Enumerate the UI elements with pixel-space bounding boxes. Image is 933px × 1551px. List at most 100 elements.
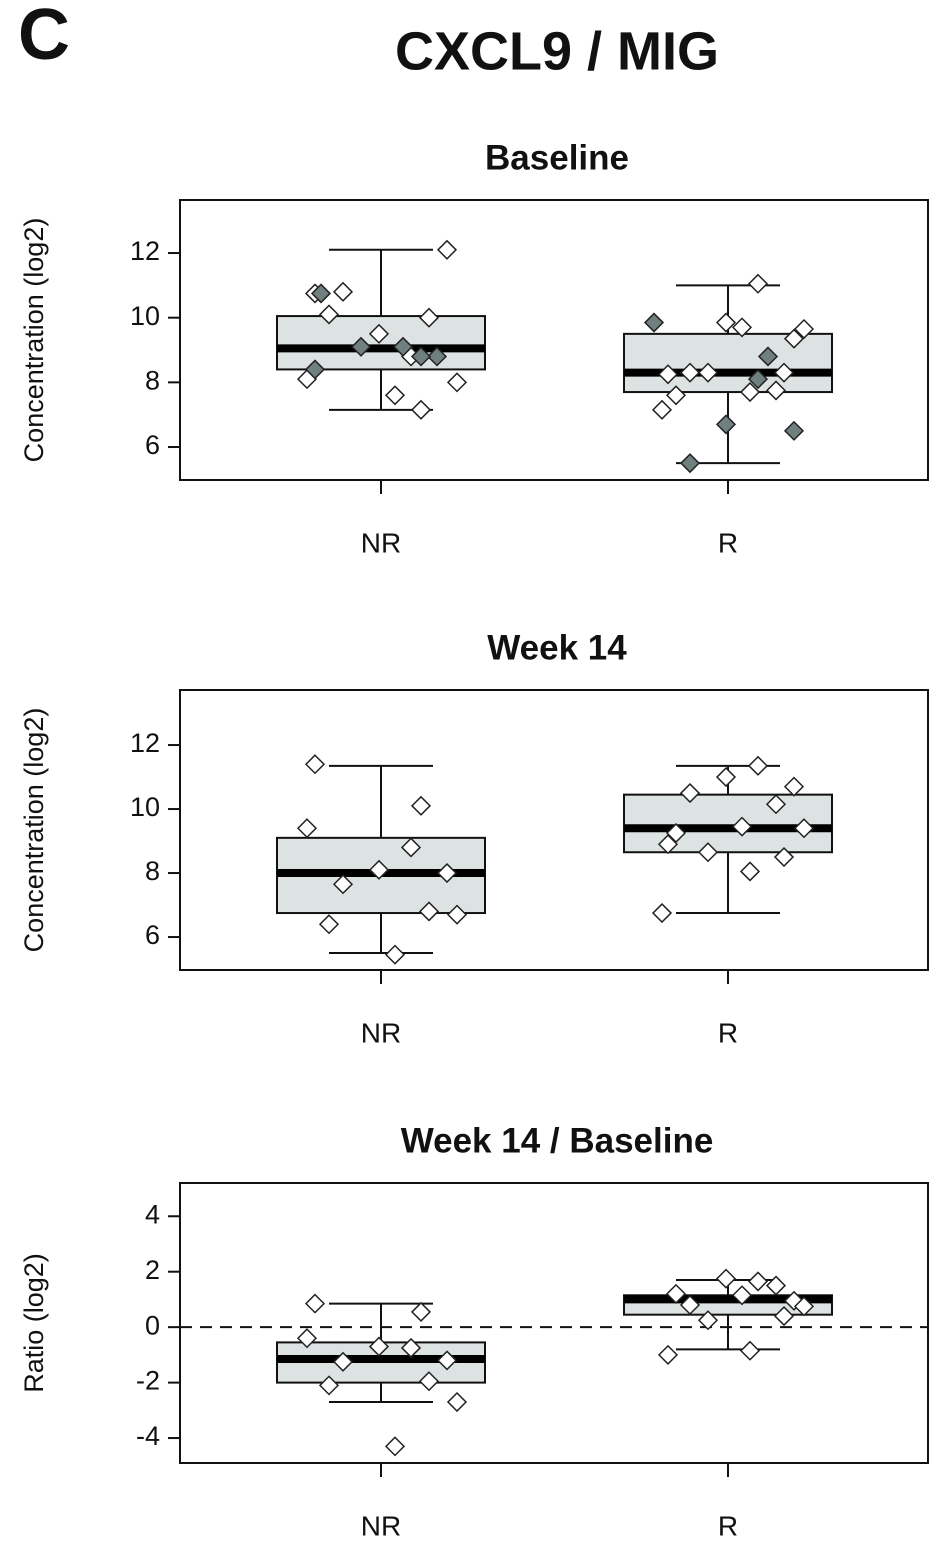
data-point bbox=[446, 1391, 468, 1413]
panel-label: C bbox=[18, 0, 70, 75]
data-point bbox=[436, 862, 458, 884]
y-tick-label: 4 bbox=[145, 1199, 160, 1229]
y-tick-label: 8 bbox=[145, 856, 160, 886]
data-point bbox=[665, 822, 687, 844]
data-point bbox=[765, 794, 787, 815]
data-point bbox=[304, 359, 326, 380]
data-point bbox=[697, 362, 719, 383]
data-point bbox=[679, 782, 701, 804]
data-point bbox=[436, 239, 458, 260]
data-point bbox=[384, 1436, 406, 1457]
x-tick-label: NR bbox=[361, 527, 401, 558]
data-point bbox=[679, 1294, 701, 1316]
y-axis-label: Concentration (log2) bbox=[19, 708, 49, 953]
data-point bbox=[657, 1344, 679, 1365]
y-tick-label: 10 bbox=[130, 301, 160, 331]
data-point bbox=[783, 776, 805, 797]
chart-title: Week 14 bbox=[487, 628, 627, 667]
data-point bbox=[643, 312, 665, 333]
data-point bbox=[410, 1301, 432, 1322]
data-point bbox=[731, 816, 753, 837]
data-point bbox=[418, 307, 440, 328]
x-tick-label: R bbox=[718, 527, 738, 558]
data-point bbox=[410, 399, 432, 420]
data-point bbox=[426, 346, 448, 367]
figure-title: CXCL9 / MIG bbox=[395, 21, 719, 81]
data-point bbox=[773, 846, 795, 868]
data-point bbox=[318, 914, 340, 935]
data-point bbox=[739, 861, 761, 882]
x-tick-label: R bbox=[718, 1510, 738, 1541]
chart-title: Baseline bbox=[485, 138, 629, 177]
y-axis-label: Ratio (log2) bbox=[19, 1253, 49, 1393]
box bbox=[276, 315, 486, 371]
data-point bbox=[739, 381, 761, 403]
y-tick-label: 10 bbox=[130, 792, 160, 822]
y-tick-label: 12 bbox=[130, 728, 160, 758]
data-point bbox=[679, 453, 701, 474]
y-tick-label: 6 bbox=[145, 920, 160, 950]
data-point bbox=[715, 766, 737, 788]
data-point bbox=[793, 318, 815, 340]
chart-title: Week 14 / Baseline bbox=[401, 1121, 714, 1160]
plot-frame bbox=[179, 199, 929, 481]
data-point bbox=[765, 380, 787, 401]
y-axis-label: Concentration (log2) bbox=[19, 218, 49, 463]
data-point bbox=[757, 346, 779, 367]
y-tick-label: -4 bbox=[136, 1421, 160, 1451]
data-point bbox=[697, 842, 719, 863]
data-point bbox=[310, 283, 332, 304]
data-point bbox=[400, 837, 422, 858]
plot-frame bbox=[179, 1182, 929, 1464]
data-point bbox=[715, 312, 737, 333]
data-point bbox=[715, 414, 737, 435]
data-point bbox=[318, 304, 340, 325]
data-point bbox=[368, 323, 390, 344]
box bbox=[623, 332, 833, 394]
y-tick-label: 2 bbox=[145, 1255, 160, 1285]
data-point bbox=[400, 1337, 422, 1359]
data-point bbox=[304, 754, 326, 775]
y-tick-label: -2 bbox=[136, 1366, 160, 1396]
plot-frame bbox=[179, 689, 929, 971]
data-point bbox=[332, 874, 354, 895]
data-point bbox=[318, 1375, 340, 1396]
data-point bbox=[446, 372, 468, 393]
data-point bbox=[296, 818, 318, 839]
data-point bbox=[747, 273, 769, 294]
data-point bbox=[651, 399, 673, 420]
data-point bbox=[773, 1306, 795, 1327]
data-point bbox=[657, 364, 679, 385]
data-point bbox=[418, 901, 440, 922]
data-point bbox=[747, 755, 769, 776]
data-point bbox=[783, 328, 805, 349]
data-point bbox=[731, 317, 753, 338]
x-tick-label: R bbox=[718, 1017, 738, 1048]
data-point bbox=[697, 1310, 719, 1331]
data-point bbox=[418, 1371, 440, 1392]
y-tick-label: 8 bbox=[145, 365, 160, 395]
data-point bbox=[783, 420, 805, 441]
data-point bbox=[368, 859, 390, 880]
data-point bbox=[384, 944, 406, 965]
data-point bbox=[410, 795, 432, 816]
y-tick-label: 0 bbox=[145, 1310, 160, 1340]
y-tick-label: 6 bbox=[145, 430, 160, 460]
data-point bbox=[651, 902, 673, 924]
data-point bbox=[747, 1271, 769, 1292]
x-tick-label: NR bbox=[361, 1017, 401, 1048]
data-point bbox=[384, 385, 406, 406]
box bbox=[623, 793, 833, 854]
data-point bbox=[665, 1283, 687, 1304]
data-point bbox=[747, 369, 769, 390]
data-point bbox=[793, 1296, 815, 1317]
data-point bbox=[665, 385, 687, 406]
data-point bbox=[332, 1351, 354, 1372]
data-point bbox=[657, 834, 679, 855]
data-point bbox=[304, 1293, 326, 1314]
y-tick-label: 12 bbox=[130, 236, 160, 266]
data-point bbox=[715, 1268, 737, 1289]
data-point bbox=[679, 362, 701, 383]
data-point bbox=[793, 818, 815, 839]
